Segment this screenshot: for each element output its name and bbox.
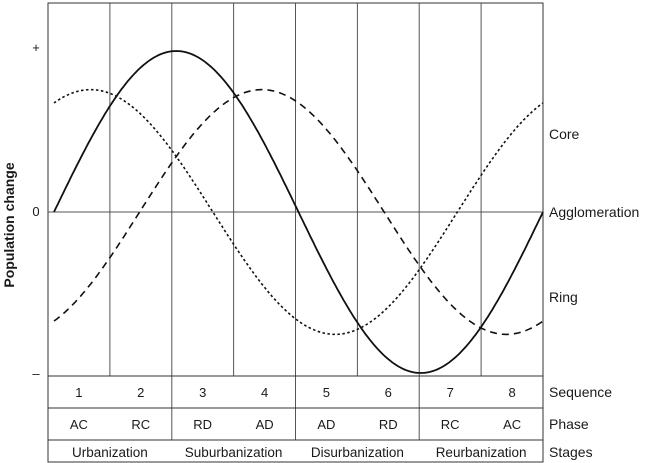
curves-group bbox=[53, 50, 544, 374]
series-label-core: Core bbox=[549, 126, 580, 142]
sequence-cell: 1 bbox=[75, 385, 82, 400]
curve-core bbox=[53, 88, 544, 336]
sequence-cell: 8 bbox=[508, 385, 515, 400]
stage-cell: Disurbanization bbox=[311, 445, 404, 460]
phase-cell: AD bbox=[317, 417, 335, 432]
stage-dividers bbox=[109, 3, 482, 440]
phase-cell: AC bbox=[503, 417, 521, 432]
phase-cell: RD bbox=[193, 417, 212, 432]
sequence-cell: 7 bbox=[447, 385, 454, 400]
phase-cell: AD bbox=[256, 417, 274, 432]
y-tick-zero: 0 bbox=[32, 204, 39, 219]
sequence-cell: 4 bbox=[261, 385, 268, 400]
phase-cell: AC bbox=[70, 417, 88, 432]
row-label-sequence: Sequence bbox=[549, 384, 612, 400]
row-label-stages: Stages bbox=[549, 444, 593, 460]
y-tick-plus: + bbox=[32, 40, 40, 55]
phase-cell: RC bbox=[131, 417, 150, 432]
y-axis-label: Population change bbox=[1, 162, 17, 287]
phase-cell: RD bbox=[379, 417, 398, 432]
sequence-cell: 6 bbox=[385, 385, 392, 400]
stage-cell: Urbanization bbox=[72, 445, 148, 460]
series-label-agglomeration: Agglomeration bbox=[549, 204, 639, 220]
stage-cell: Suburbanization bbox=[185, 445, 283, 460]
table-lines bbox=[48, 375, 543, 441]
table-cells-group: 1 2 3 4 5 6 7 8 AC RC RD AD AD RD RC AC Urbanization Subu… bbox=[70, 385, 527, 460]
curve-agglomeration bbox=[53, 50, 544, 374]
sequence-cell: 5 bbox=[323, 385, 330, 400]
sequence-cell: 3 bbox=[199, 385, 206, 400]
row-label-phase: Phase bbox=[549, 416, 589, 432]
stage-cell: Reurbanization bbox=[436, 445, 527, 460]
phase-cell: RC bbox=[441, 417, 460, 432]
series-label-ring: Ring bbox=[549, 289, 578, 305]
sequence-cell: 2 bbox=[137, 385, 144, 400]
y-tick-minus: – bbox=[32, 366, 40, 381]
